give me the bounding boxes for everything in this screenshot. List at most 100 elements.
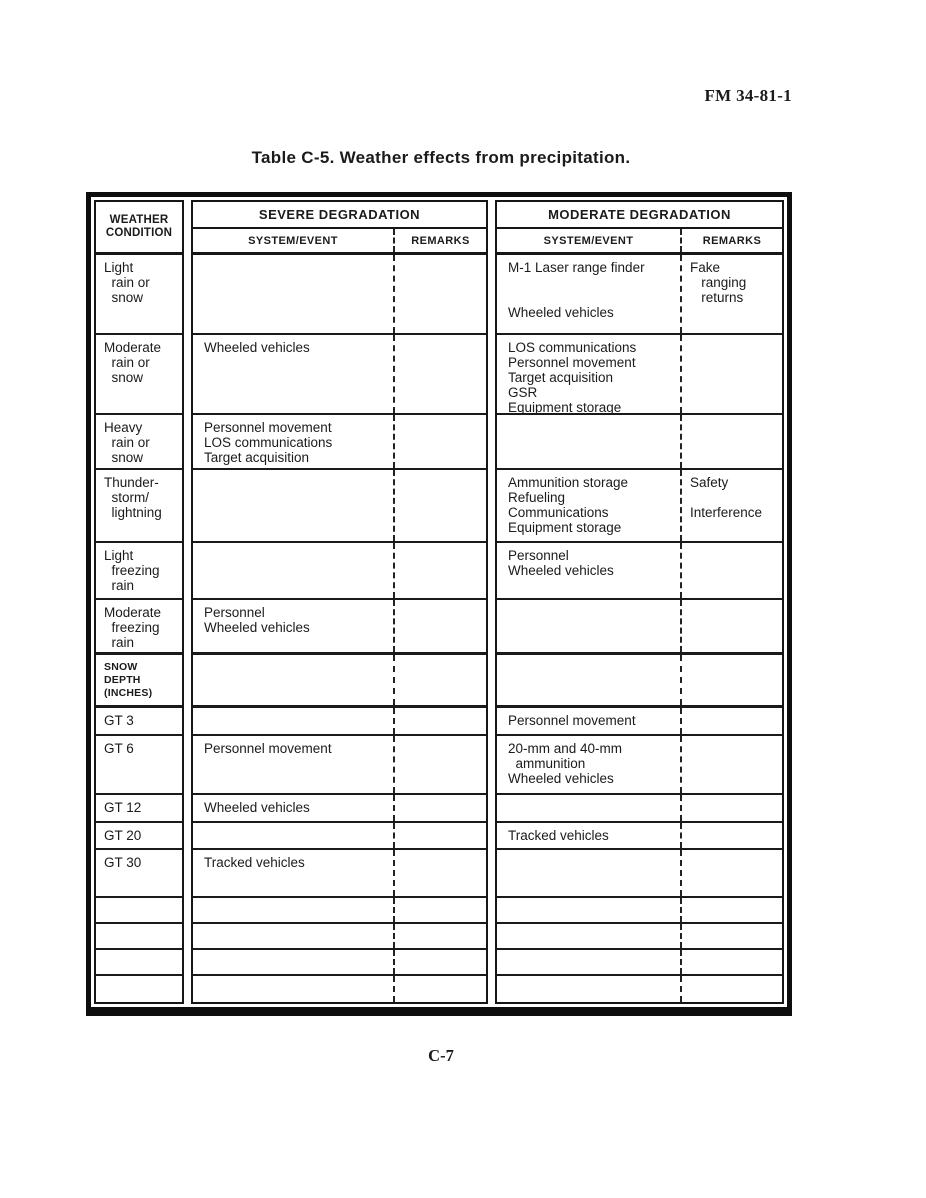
moderate-system-event-cell [497,795,680,821]
moderate-degradation-row: LOS communications Personnel movement Ta… [497,335,782,415]
severe-remarks-cell [393,950,486,974]
severe-degradation-rows: Wheeled vehicles Personnel movement LOS c… [193,255,486,1002]
moderate-system-event-cell: Ammunition storage Refueling Communicati… [508,475,629,535]
severe-degradation-row [193,708,486,736]
moderate-system-event-cell: Personnel movement [508,713,636,728]
severe-remarks-cell [393,823,486,848]
moderate-remarks-cell [680,950,782,974]
weather-condition-cell: Moderate rain or snow [96,335,182,415]
moderate-degradation-row [497,655,782,708]
severe-degradation-row: Personnel movement LOS communications Ta… [193,415,486,470]
moderate-remarks-cell [680,600,782,652]
severe-system-event-cell [193,708,393,734]
severe-system-event-cell [193,255,393,333]
weather-condition-header: WEATHER CONDITION [96,202,182,255]
weather-condition-cell [96,976,182,1002]
moderate-degradation-row: Personnel movement [497,708,782,736]
weather-condition-cell: GT 3 [96,708,182,736]
moderate-degradation-row [497,795,782,823]
severe-remarks-cell [393,924,486,948]
severe-remarks-cell [393,898,486,922]
severe-system-event-cell [193,543,393,598]
weather-condition-cell: Light rain or snow [96,255,182,335]
severe-system-event-header: SYSTEM/EVENT [248,234,338,247]
severe-system-event-cell [193,976,393,1002]
severe-degradation-row [193,655,486,708]
severe-system-event-cell [193,898,393,922]
severe-degradation-row: Personnel movement [193,736,486,795]
severe-remarks-cell [393,850,486,896]
weather-condition-column: WEATHER CONDITION Light rain or snow Mode… [94,200,184,1004]
severe-system-event-cell [193,950,393,974]
severe-degradation-row [193,823,486,850]
severe-system-event-cell [193,823,393,848]
moderate-system-event-cell [497,415,680,468]
moderate-system-event-cell: LOS communications Personnel movement Ta… [508,340,637,413]
moderate-degradation-row [497,415,782,470]
moderate-degradation-row [497,976,782,1002]
moderate-system-event-cell [497,898,680,922]
moderate-remarks-cell [680,655,782,705]
severe-degradation-section: SEVERE DEGRADATION SYSTEM/EVENT REMARKS … [191,200,488,1004]
moderate-degradation-row: 20-mm and 40-mm ammunition Wheeled vehic… [497,736,782,795]
moderate-remarks-cell [680,708,782,734]
moderate-degradation-rows: M-1 Laser range finder Wheeled vehicles F… [497,255,782,1002]
severe-degradation-row [193,976,486,1002]
severe-degradation-row [193,924,486,950]
weather-condition-cell: Moderate freezing rain [96,600,182,655]
moderate-remarks-cell [680,898,782,922]
moderate-degradation-header: MODERATE DEGRADATION [497,202,782,229]
moderate-system-event-header: SYSTEM/EVENT [543,234,634,247]
weather-condition-cell [96,924,182,950]
severe-remarks-cell [393,708,486,734]
weather-condition-cell: Thunder- storm/ lightning [96,470,182,543]
moderate-system-event-cell: 20-mm and 40-mm ammunition Wheeled vehic… [508,741,623,786]
severe-remarks-cell [393,976,486,1002]
severe-system-event-cell [193,470,393,541]
severe-degradation-row [193,255,486,335]
severe-degradation-row [193,543,486,600]
severe-system-event-cell: Personnel movement [204,741,332,756]
moderate-degradation-section: MODERATE DEGRADATION SYSTEM/EVENT REMARK… [495,200,784,1004]
moderate-remarks-cell [680,924,782,948]
weather-condition-cell [96,950,182,976]
weather-condition-cell [96,898,182,924]
page-number: C-7 [428,1046,454,1065]
severe-remarks-cell [393,335,486,413]
severe-degradation-row [193,470,486,543]
moderate-remarks-cell [680,736,782,793]
severe-remarks-cell [393,655,486,705]
weather-condition-rows: Light rain or snow Moderate rain or snow H… [96,255,182,1002]
moderate-remarks-cell [680,335,782,413]
moderate-system-event-cell [497,600,680,652]
moderate-degradation-row [497,950,782,976]
severe-degradation-row: Personnel Wheeled vehicles [193,600,486,655]
moderate-degradation-row: Tracked vehicles [497,823,782,850]
moderate-degradation-row [497,898,782,924]
weather-condition-cell: GT 20 [96,823,182,850]
weather-effects-table: WEATHER CONDITION Light rain or snow Mode… [86,192,792,1016]
weather-condition-cell: Heavy rain or snow [96,415,182,470]
moderate-degradation-row: M-1 Laser range finder Wheeled vehicles F… [497,255,782,335]
moderate-remarks-cell [680,850,782,896]
moderate-system-event-cell [497,924,680,948]
severe-system-event-cell [193,924,393,948]
severe-degradation-row: Wheeled vehicles [193,795,486,823]
moderate-system-event-cell [497,950,680,974]
severe-subheader-row: SYSTEM/EVENT REMARKS [193,229,486,255]
severe-remarks-cell [393,736,486,793]
moderate-degradation-row: Personnel Wheeled vehicles [497,543,782,600]
moderate-remarks-cell: Safety Interference [680,470,782,541]
severe-remarks-cell [393,415,486,468]
moderate-remarks-cell [680,415,782,468]
moderate-degradation-row [497,850,782,898]
severe-degradation-row: Wheeled vehicles [193,335,486,415]
severe-degradation-row [193,898,486,924]
moderate-remarks-cell [680,543,782,598]
table-title: Table C-5. Weather effects from precipit… [251,148,631,167]
snow-depth-section-label: SNOW DEPTH (INCHES) [96,655,182,708]
moderate-system-event-cell [497,655,680,705]
severe-remarks-cell [393,600,486,652]
moderate-remarks-cell [680,976,782,1002]
